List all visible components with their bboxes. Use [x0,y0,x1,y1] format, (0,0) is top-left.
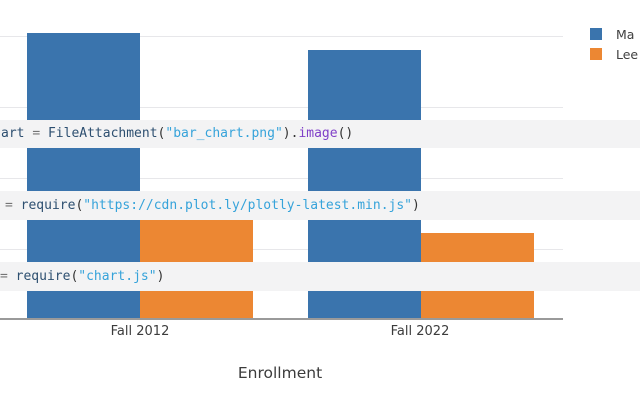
gridline [0,178,563,179]
legend-item-1: Ma [590,24,638,44]
code-line: art = FileAttachment("bar_chart.png").im… [1,126,354,141]
code-line: = require("https://cdn.plot.ly/plotly-la… [5,198,420,213]
code-cell-2[interactable]: = require("https://cdn.plot.ly/plotly-la… [0,191,640,220]
x-tick-label-fall-2022: Fall 2022 [390,324,450,339]
legend-label-1: Ma [616,26,635,42]
legend-swatch-orange-icon [590,48,602,60]
code-cell-3[interactable]: = require("chart.js") [0,262,640,291]
x-axis-line [0,318,563,320]
gridline [0,36,563,37]
legend-item-2: Lee [590,44,638,64]
code-line: = require("chart.js") [0,269,165,284]
legend: Ma Lee [590,24,638,64]
gridline [0,249,563,250]
legend-swatch-blue-icon [590,28,602,40]
x-tick-label-fall-2012: Fall 2012 [110,324,170,339]
chart-title: Enrollment [237,364,323,382]
gridline [0,107,563,108]
code-cell-1[interactable]: art = FileAttachment("bar_chart.png").im… [0,120,640,148]
legend-label-2: Lee [616,46,639,62]
